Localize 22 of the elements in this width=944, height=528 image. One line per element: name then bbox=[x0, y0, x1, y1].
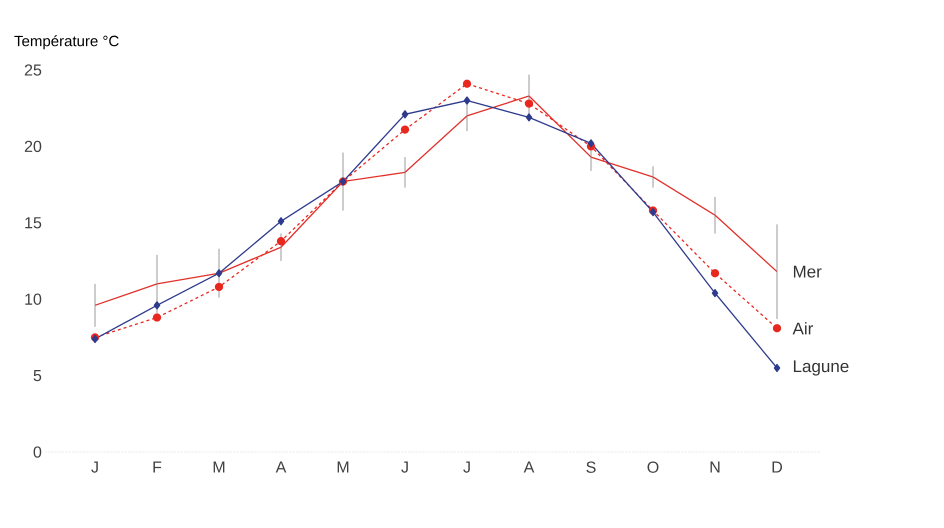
x-tick-label: O bbox=[648, 462, 658, 473]
y-tick-label: 20 bbox=[24, 140, 42, 152]
y-tick-label: 5 bbox=[34, 370, 42, 382]
x-tick-label: F bbox=[153, 462, 162, 473]
x-tick-label: A bbox=[276, 462, 286, 473]
x-tick-label: S bbox=[586, 462, 596, 473]
x-tick-label: J bbox=[401, 462, 408, 473]
x-tick-label: N bbox=[710, 462, 720, 473]
x-tick-label: M bbox=[214, 462, 224, 473]
y-axis-title: Température °C bbox=[14, 35, 119, 50]
y-tick-label: 25 bbox=[24, 64, 42, 76]
y-tick-label: 10 bbox=[25, 294, 42, 305]
x-tick-label: M bbox=[338, 462, 348, 473]
x-tick-label: J bbox=[91, 462, 98, 473]
y-tick-label: 15 bbox=[25, 217, 42, 228]
series-label: Lagune bbox=[794, 360, 849, 376]
x-tick-label: D bbox=[772, 462, 782, 473]
series-label: Mer bbox=[794, 266, 822, 278]
x-tick-label: A bbox=[524, 462, 534, 473]
y-tick-label: 0 bbox=[34, 446, 42, 458]
series-label: Air bbox=[792, 322, 814, 334]
x-tick-label: J bbox=[463, 462, 470, 473]
